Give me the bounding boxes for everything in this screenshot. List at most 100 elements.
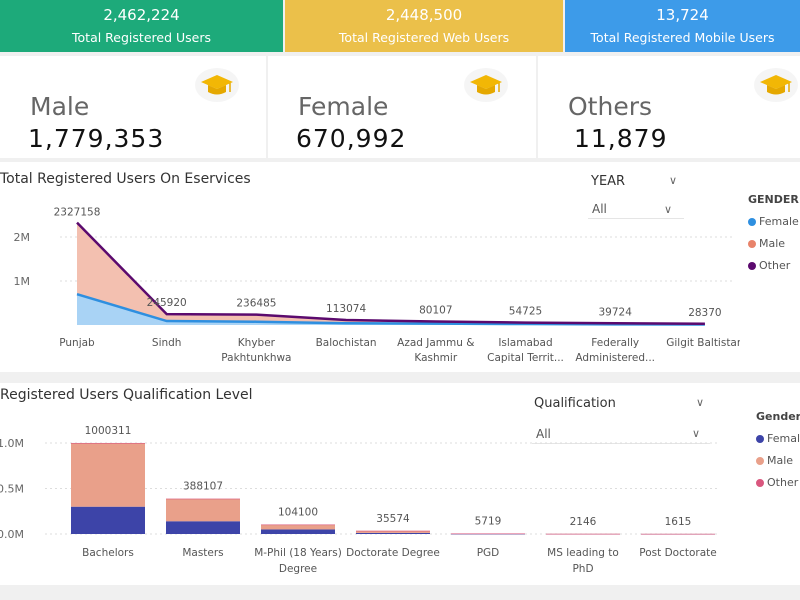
kpi-mobile-users: 13,724 Total Registered Mobile Users bbox=[565, 0, 800, 52]
chart-title: Registered Users Qualification Level bbox=[0, 387, 253, 403]
legend: GENDER Female Male Other bbox=[748, 193, 799, 281]
graduation-cap-icon bbox=[195, 68, 239, 102]
legend-label: Female bbox=[767, 432, 800, 445]
kpi-value: 2,462,224 bbox=[103, 6, 180, 24]
card-male: Male 1,779,353 bbox=[0, 56, 266, 158]
legend-label: Other bbox=[759, 259, 791, 272]
kpi-label: Total Registered Users bbox=[72, 30, 211, 45]
legend-item[interactable]: Female bbox=[756, 432, 800, 445]
bar-male bbox=[71, 443, 145, 507]
data-label: 104100 bbox=[278, 507, 318, 519]
legend-item[interactable]: Male bbox=[756, 454, 800, 467]
data-label: 236485 bbox=[236, 298, 276, 310]
y-tick-label: 0.5M bbox=[0, 483, 24, 496]
x-tick-label: Kashmir bbox=[414, 352, 457, 364]
legend-label: Male bbox=[767, 454, 794, 467]
bar-other bbox=[261, 524, 335, 526]
x-tick-label: Islamabad bbox=[498, 337, 552, 349]
bar-male bbox=[166, 498, 240, 522]
data-label: 388107 bbox=[183, 481, 223, 493]
legend-label: Female bbox=[759, 215, 799, 228]
legend-item[interactable]: Other bbox=[748, 259, 799, 272]
bar-female bbox=[166, 521, 240, 534]
y-tick-label: 1M bbox=[14, 275, 31, 288]
x-tick-label: Azad Jammu & bbox=[397, 337, 474, 349]
card-others: Others 11,879 bbox=[538, 56, 800, 158]
line-chart-panel: Total Registered Users On Eservices YEAR… bbox=[0, 162, 800, 372]
x-tick-label: Gilgit Baltistan bbox=[666, 337, 740, 349]
x-tick-label: Administered... bbox=[575, 352, 655, 364]
data-label: 39724 bbox=[598, 306, 632, 318]
data-label: 245920 bbox=[147, 297, 187, 309]
bar-female bbox=[71, 506, 145, 534]
bar-female bbox=[356, 532, 430, 534]
bar-other bbox=[641, 533, 715, 535]
legend-title: GENDER bbox=[748, 193, 799, 206]
bar-male bbox=[261, 524, 335, 530]
graduation-cap-icon bbox=[464, 68, 508, 102]
card-value: 1,779,353 bbox=[28, 124, 165, 153]
chevron-down-icon[interactable]: ∨ bbox=[696, 396, 705, 409]
bar-female bbox=[261, 529, 335, 534]
bar-male bbox=[356, 530, 430, 533]
x-tick-label: M-Phil (18 Years) bbox=[254, 547, 342, 559]
bar-other bbox=[546, 533, 620, 535]
x-tick-label: Post Doctorate bbox=[639, 547, 716, 559]
y-tick-label: 0.0M bbox=[0, 528, 24, 541]
chevron-down-icon[interactable]: ∨ bbox=[692, 427, 701, 440]
year-slicer-label: YEAR bbox=[591, 174, 626, 189]
data-label: 80107 bbox=[419, 304, 452, 316]
x-tick-label: Punjab bbox=[59, 337, 95, 349]
x-tick-label: Sindh bbox=[152, 337, 182, 349]
x-tick-label: PhD bbox=[572, 563, 593, 575]
x-tick-label: Bachelors bbox=[82, 547, 134, 559]
data-label: 2327158 bbox=[54, 207, 101, 219]
legend-item[interactable]: Male bbox=[748, 237, 799, 250]
bar-other bbox=[356, 530, 430, 532]
data-label: 54725 bbox=[509, 306, 542, 318]
kpi-label: Total Registered Web Users bbox=[338, 30, 510, 45]
data-label: 28370 bbox=[688, 307, 721, 319]
stacked-bar-chart: 0.0M 0.5M 1.0M 1000311 Bachelors 388107 Master… bbox=[0, 425, 720, 575]
legend-label: Other bbox=[767, 476, 799, 489]
x-tick-label: Masters bbox=[182, 547, 223, 559]
year-dropdown[interactable]: All bbox=[588, 200, 684, 219]
data-label: 2146 bbox=[570, 516, 597, 528]
chart-title: Total Registered Users On Eservices bbox=[0, 171, 251, 187]
other-dot-icon bbox=[756, 478, 764, 487]
area-chart: 1M 2M 2327158 Punjab 245920 Sindh 236485 Khyber… bbox=[14, 207, 741, 364]
qualification-slicer-label: Qualification bbox=[534, 396, 616, 411]
bar-chart-panel: Registered Users Qualification Level Qua… bbox=[0, 383, 800, 585]
kpi-value: 13,724 bbox=[656, 6, 709, 24]
legend-item[interactable]: Other bbox=[756, 476, 800, 489]
chevron-down-icon[interactable]: ∨ bbox=[664, 203, 673, 216]
graduation-cap-icon bbox=[754, 68, 798, 102]
x-tick-label: Degree bbox=[279, 563, 317, 575]
data-label: 35574 bbox=[376, 513, 410, 525]
data-label: 1615 bbox=[665, 516, 692, 528]
bar-other bbox=[166, 498, 240, 500]
y-tick-label: 2M bbox=[14, 231, 31, 244]
x-tick-label: Federally bbox=[591, 337, 639, 349]
x-tick-label: Khyber bbox=[238, 337, 276, 349]
data-label: 5719 bbox=[475, 515, 502, 527]
card-title: Male bbox=[30, 92, 90, 121]
legend-item[interactable]: Female bbox=[748, 215, 799, 228]
x-tick-label: Doctorate Degree bbox=[346, 547, 440, 559]
legend-label: Male bbox=[759, 237, 786, 250]
chevron-down-icon[interactable]: ∨ bbox=[669, 174, 678, 187]
female-dot-icon bbox=[756, 434, 764, 443]
card-female: Female 670,992 bbox=[268, 56, 536, 158]
female-dot-icon bbox=[748, 217, 756, 226]
bar-female bbox=[451, 533, 525, 535]
kpi-label: Total Registered Mobile Users bbox=[590, 30, 775, 45]
y-tick-label: 1.0M bbox=[0, 437, 24, 450]
x-tick-label: Balochistan bbox=[316, 337, 377, 349]
legend-title: Gender bbox=[756, 410, 800, 423]
x-tick-label: Pakhtunkhwa bbox=[221, 352, 291, 364]
card-value: 670,992 bbox=[296, 124, 407, 153]
male-dot-icon bbox=[756, 456, 764, 465]
kpi-value: 2,448,500 bbox=[385, 6, 463, 24]
male-dot-icon bbox=[748, 239, 756, 248]
x-tick-label: MS leading to bbox=[547, 547, 619, 559]
